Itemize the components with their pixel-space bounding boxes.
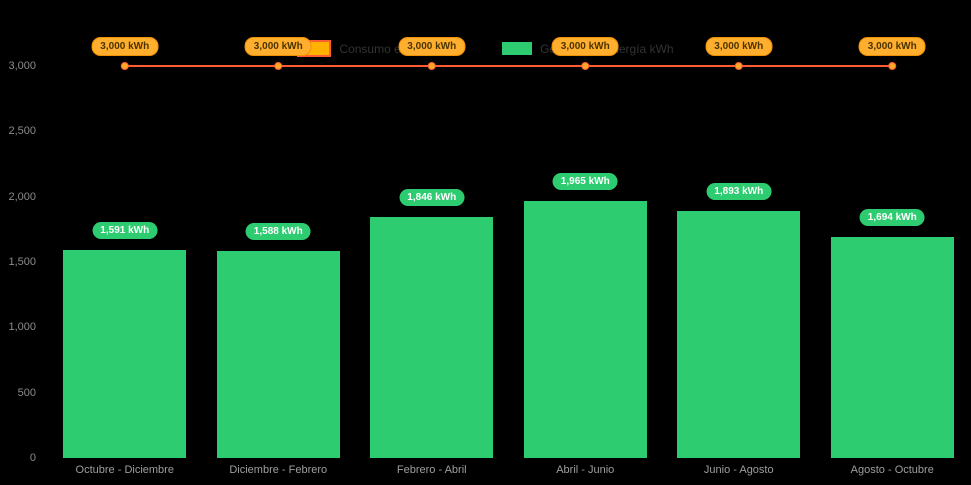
- generacion-bar[interactable]: [216, 250, 340, 458]
- y-tick-label: 1,000: [8, 321, 36, 334]
- x-axis: Octubre - Diciembre Diciembre - Febrero Fe…: [48, 464, 969, 482]
- generacion-value-badge: 1,893 kWh: [706, 182, 772, 200]
- consumo-value-badge: 3,000 kWh: [858, 37, 926, 56]
- consumo-value-badge: 3,000 kWh: [91, 37, 159, 56]
- consumo-point-marker[interactable]: [888, 62, 897, 70]
- x-tick-label: Agosto - Octubre: [850, 464, 934, 476]
- y-tick-label: 1,500: [8, 256, 36, 268]
- consumo-point-marker[interactable]: [427, 62, 436, 70]
- x-tick-label: Febrero - Abril: [396, 464, 467, 476]
- generacion-bar[interactable]: [63, 250, 187, 458]
- plot-area: [48, 62, 969, 458]
- y-tick-label: 0: [29, 452, 36, 464]
- x-tick-label: Abril - Junio: [556, 464, 615, 476]
- consumo-point-marker[interactable]: [274, 62, 283, 70]
- consumo-value-badge: 3,000 kWh: [398, 37, 466, 56]
- consumo-value-badge: 3,000 kWh: [244, 37, 312, 56]
- generacion-value-badge: 1,965 kWh: [552, 173, 618, 191]
- generacion-value-badge: 1,846 kWh: [399, 188, 465, 206]
- y-tick-label: 2,500: [8, 125, 36, 138]
- x-tick-label: Junio - Agosto: [703, 464, 774, 476]
- x-tick-label: Octubre - Diciembre: [75, 464, 174, 476]
- x-tick-label: Diciembre - Febrero: [229, 464, 328, 476]
- consumo-line-layer: [120, 62, 897, 70]
- consumo-value-badge: 3,000 kWh: [705, 37, 773, 56]
- generacion-value-badge: 1,588 kWh: [245, 222, 311, 240]
- consumo-value-badge: 3,000 kWh: [551, 37, 619, 56]
- consumo-point-marker[interactable]: [734, 62, 743, 70]
- generacion-bar[interactable]: [677, 210, 801, 458]
- y-tick-label: 3,000: [8, 60, 36, 72]
- generacion-swatch-icon: [502, 42, 533, 55]
- generacion-value-badge: 1,591 kWh: [92, 222, 158, 240]
- generacion-value-badge: 1,694 kWh: [859, 208, 925, 226]
- y-axis: 0 500 1,000 1,500 2,000 2,500 3,000: [0, 60, 42, 464]
- consumo-point-marker[interactable]: [581, 62, 590, 70]
- generacion-bar[interactable]: [830, 236, 954, 458]
- y-tick-label: 500: [17, 386, 36, 399]
- generacion-bar[interactable]: [370, 216, 494, 458]
- generacion-bar[interactable]: [523, 201, 647, 458]
- y-tick-label: 2,000: [8, 190, 36, 203]
- consumo-point-marker[interactable]: [120, 62, 129, 70]
